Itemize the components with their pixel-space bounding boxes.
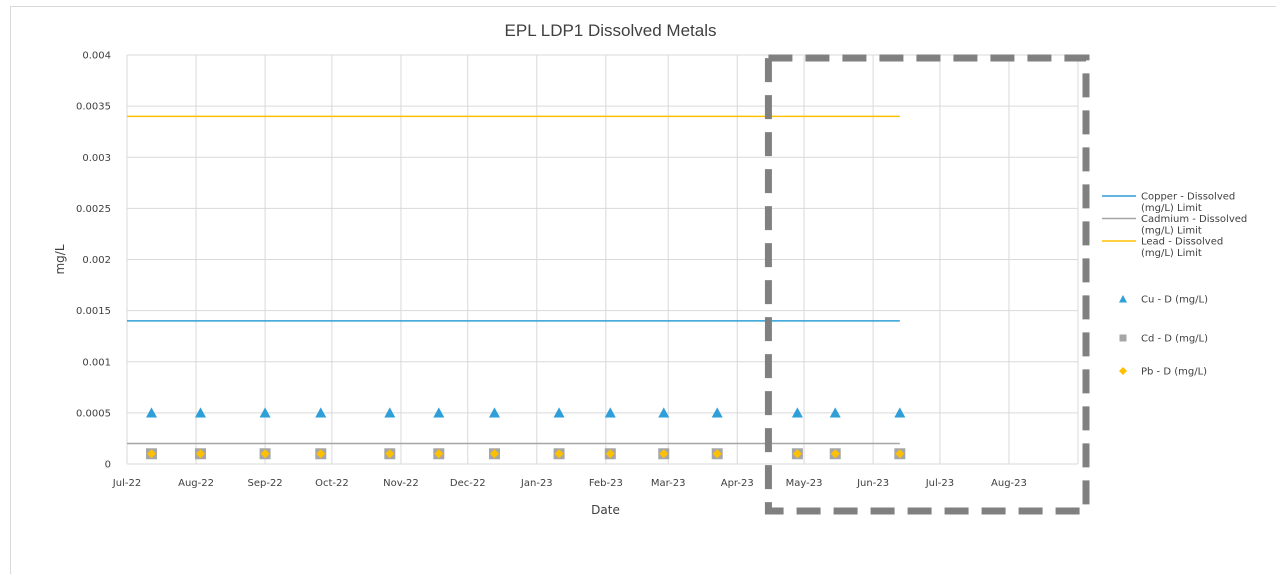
pb-marker — [792, 449, 802, 459]
cu-marker — [658, 407, 670, 418]
cu-marker — [894, 407, 906, 418]
y-tick-label: 0.0035 — [76, 102, 111, 113]
y-tick-label: 0.001 — [82, 357, 111, 368]
y-tick-label: 0.0025 — [76, 204, 111, 215]
x-tick-label: Oct-22 — [315, 478, 349, 489]
y-tick-label: 0.0005 — [76, 408, 111, 419]
cu-marker — [145, 407, 157, 418]
x-tick-label: Mar-23 — [651, 478, 686, 489]
x-tick-label: Dec-22 — [450, 478, 486, 489]
cu-marker — [259, 407, 271, 418]
pb-marker — [605, 449, 615, 459]
y-tick-label: 0.0015 — [76, 306, 111, 317]
legend-cu-swatch — [1119, 295, 1127, 303]
pb-marker — [195, 449, 205, 459]
x-tick-label: Jun-23 — [856, 478, 889, 489]
cu-marker — [315, 407, 327, 418]
x-axis-title: Date — [591, 503, 620, 517]
pb-marker — [830, 449, 840, 459]
legend-label-line: (mg/L) Limit — [1141, 226, 1202, 237]
legend-limit-label: Lead - Dissolved (mg/L) Limit — [1141, 237, 1223, 260]
legend-label-line: (mg/L) Limit — [1141, 248, 1202, 259]
legend-limit-label: Copper - Dissolved (mg/L) Limit — [1141, 192, 1235, 215]
pb-marker — [146, 449, 156, 459]
cu-marker — [604, 407, 616, 418]
pb-marker — [895, 449, 905, 459]
legend-limit-label: Cadmium - Dissolved (mg/L) Limit — [1141, 214, 1247, 237]
cu-marker — [711, 407, 723, 418]
legend-label-line: Cadmium - Dissolved — [1141, 214, 1247, 225]
x-tick-label: May-23 — [786, 478, 823, 489]
x-tick-label: Sep-22 — [247, 478, 282, 489]
chart-frame — [10, 6, 1276, 574]
pb-marker — [260, 449, 270, 459]
x-tick-label: Nov-22 — [383, 478, 419, 489]
cu-marker — [194, 407, 206, 418]
legend-series-label: Cd - D (mg/L) — [1141, 334, 1208, 345]
legend-cd-swatch — [1119, 334, 1127, 342]
x-tick-label: Aug-22 — [178, 478, 214, 489]
y-tick-label: 0.002 — [82, 255, 111, 266]
y-tick-label: 0 — [105, 460, 111, 471]
x-tick-label: Jul-22 — [112, 478, 141, 489]
legend-series-label: Pb - D (mg/L) — [1141, 367, 1207, 378]
legend-label-line: Copper - Dissolved — [1141, 192, 1235, 203]
y-tick-label: 0.004 — [82, 51, 111, 62]
legend-label-line: Lead - Dissolved — [1141, 237, 1223, 248]
pb-marker — [385, 449, 395, 459]
pb-marker — [554, 449, 564, 459]
cu-marker — [791, 407, 803, 418]
cu-marker — [829, 407, 841, 418]
pb-marker — [316, 449, 326, 459]
y-axis-title: mg/L — [53, 244, 67, 274]
y-tick-label: 0.003 — [82, 153, 111, 164]
chart-title: EPL LDP1 Dissolved Metals — [505, 21, 717, 40]
x-tick-label: Feb-23 — [589, 478, 623, 489]
cu-marker — [553, 407, 565, 418]
x-tick-label: Jul-23 — [925, 478, 954, 489]
legend-pb-swatch — [1119, 367, 1127, 375]
highlight-box — [764, 54, 1090, 515]
legend-series-label: Cu - D (mg/L) — [1141, 295, 1208, 306]
pb-marker — [659, 449, 669, 459]
x-tick-label: Apr-23 — [721, 478, 754, 489]
x-tick-label: Jan-23 — [520, 478, 553, 489]
cu-marker — [433, 407, 445, 418]
legend-label-line: (mg/L) Limit — [1141, 203, 1202, 214]
x-tick-label: Aug-23 — [991, 478, 1027, 489]
pb-marker — [434, 449, 444, 459]
pb-marker — [489, 449, 499, 459]
cu-marker — [384, 407, 396, 418]
pb-marker — [712, 449, 722, 459]
cu-marker — [488, 407, 500, 418]
